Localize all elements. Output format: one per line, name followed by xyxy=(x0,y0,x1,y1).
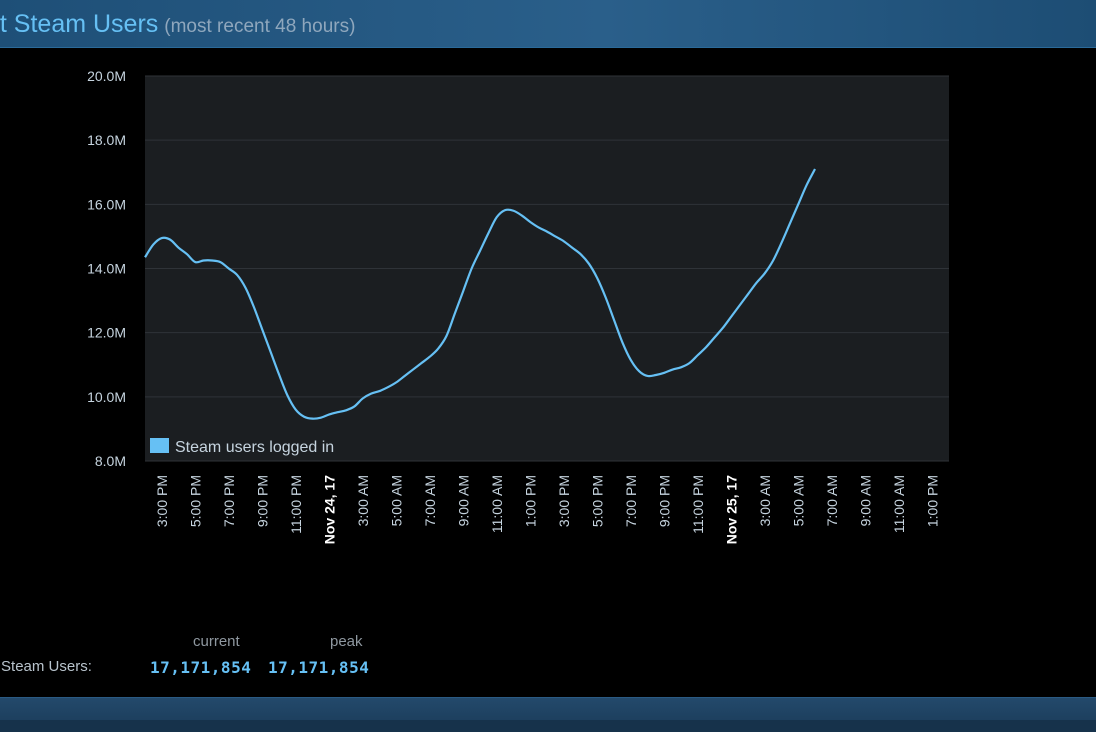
x-tick-label: 11:00 PM xyxy=(288,475,304,534)
series-line xyxy=(144,168,816,420)
x-axis: 3:00 PM 5:00 PM 7:00 PM 9:00 PM 11:00 PM Nov … xyxy=(154,475,941,544)
x-tick-label: 9:00 AM xyxy=(857,475,873,526)
x-tick-label: 1:00 PM xyxy=(522,475,538,527)
x-tick-label: 11:00 AM xyxy=(891,475,907,533)
y-axis: 8.0M 10.0M 12.0M 14.0M 16.0M 18.0M 20.0M xyxy=(87,68,126,469)
x-tick-label: 7:00 PM xyxy=(623,475,639,527)
chart-legend: Steam users logged in xyxy=(150,438,334,456)
series-layer xyxy=(144,168,816,420)
stats-header-peak: peak xyxy=(330,633,363,650)
x-tick-label: 1:00 PM xyxy=(924,475,940,527)
y-tick-label: 8.0M xyxy=(95,453,126,469)
y-tick-label: 18.0M xyxy=(87,132,126,148)
stats-peak-value: 17,171,854 xyxy=(268,658,370,677)
y-tick-label: 14.0M xyxy=(87,261,126,277)
page-title: nt Steam Users (most recent 48 hours) xyxy=(0,10,355,39)
x-tick-label: Nov 24, 17 xyxy=(321,475,337,544)
x-tick-label: 7:00 AM xyxy=(824,475,840,526)
users-chart: 8.0M 10.0M 12.0M 14.0M 16.0M 18.0M 20.0M 3:00 … xyxy=(87,68,949,544)
x-tick-label: 3:00 AM xyxy=(355,475,371,526)
x-tick-label: 7:00 AM xyxy=(422,475,438,526)
legend-swatch xyxy=(150,438,169,453)
legend-label: Steam users logged in xyxy=(175,439,334,456)
y-tick-label: 12.0M xyxy=(87,325,126,341)
stats-row-label: ent Steam Users: xyxy=(0,658,92,675)
x-tick-label: 11:00 PM xyxy=(690,475,706,534)
footer-bar xyxy=(0,697,1096,732)
x-tick-label: 5:00 PM xyxy=(187,475,203,527)
y-tick-label: 10.0M xyxy=(87,389,126,405)
x-tick-label: 9:00 PM xyxy=(254,475,270,527)
x-tick-label: 5:00 PM xyxy=(589,475,605,527)
footer-strip xyxy=(0,720,1096,732)
stats-header-current: current xyxy=(193,633,240,650)
x-tick-label: 3:00 PM xyxy=(556,475,572,527)
stats-current-value: 17,171,854 xyxy=(150,658,252,677)
x-tick-label: 3:00 AM xyxy=(757,475,773,526)
page-title-text: nt Steam Users xyxy=(0,10,159,38)
page-subtitle: (most recent 48 hours) xyxy=(164,16,356,37)
header-bar: nt Steam Users (most recent 48 hours) xyxy=(0,0,1096,48)
x-tick-label: 5:00 AM xyxy=(790,475,806,526)
x-tick-label: 3:00 PM xyxy=(154,475,170,527)
x-tick-label: 9:00 AM xyxy=(455,475,471,526)
x-tick-label: 9:00 PM xyxy=(656,475,672,527)
x-tick-label: Nov 25, 17 xyxy=(723,475,739,544)
y-tick-label: 16.0M xyxy=(87,196,126,212)
x-tick-label: 5:00 AM xyxy=(388,475,404,526)
x-tick-label: 7:00 PM xyxy=(221,475,237,527)
x-tick-label: 11:00 AM xyxy=(489,475,505,533)
grid-lines xyxy=(145,75,949,462)
y-tick-label: 20.0M xyxy=(87,68,126,84)
